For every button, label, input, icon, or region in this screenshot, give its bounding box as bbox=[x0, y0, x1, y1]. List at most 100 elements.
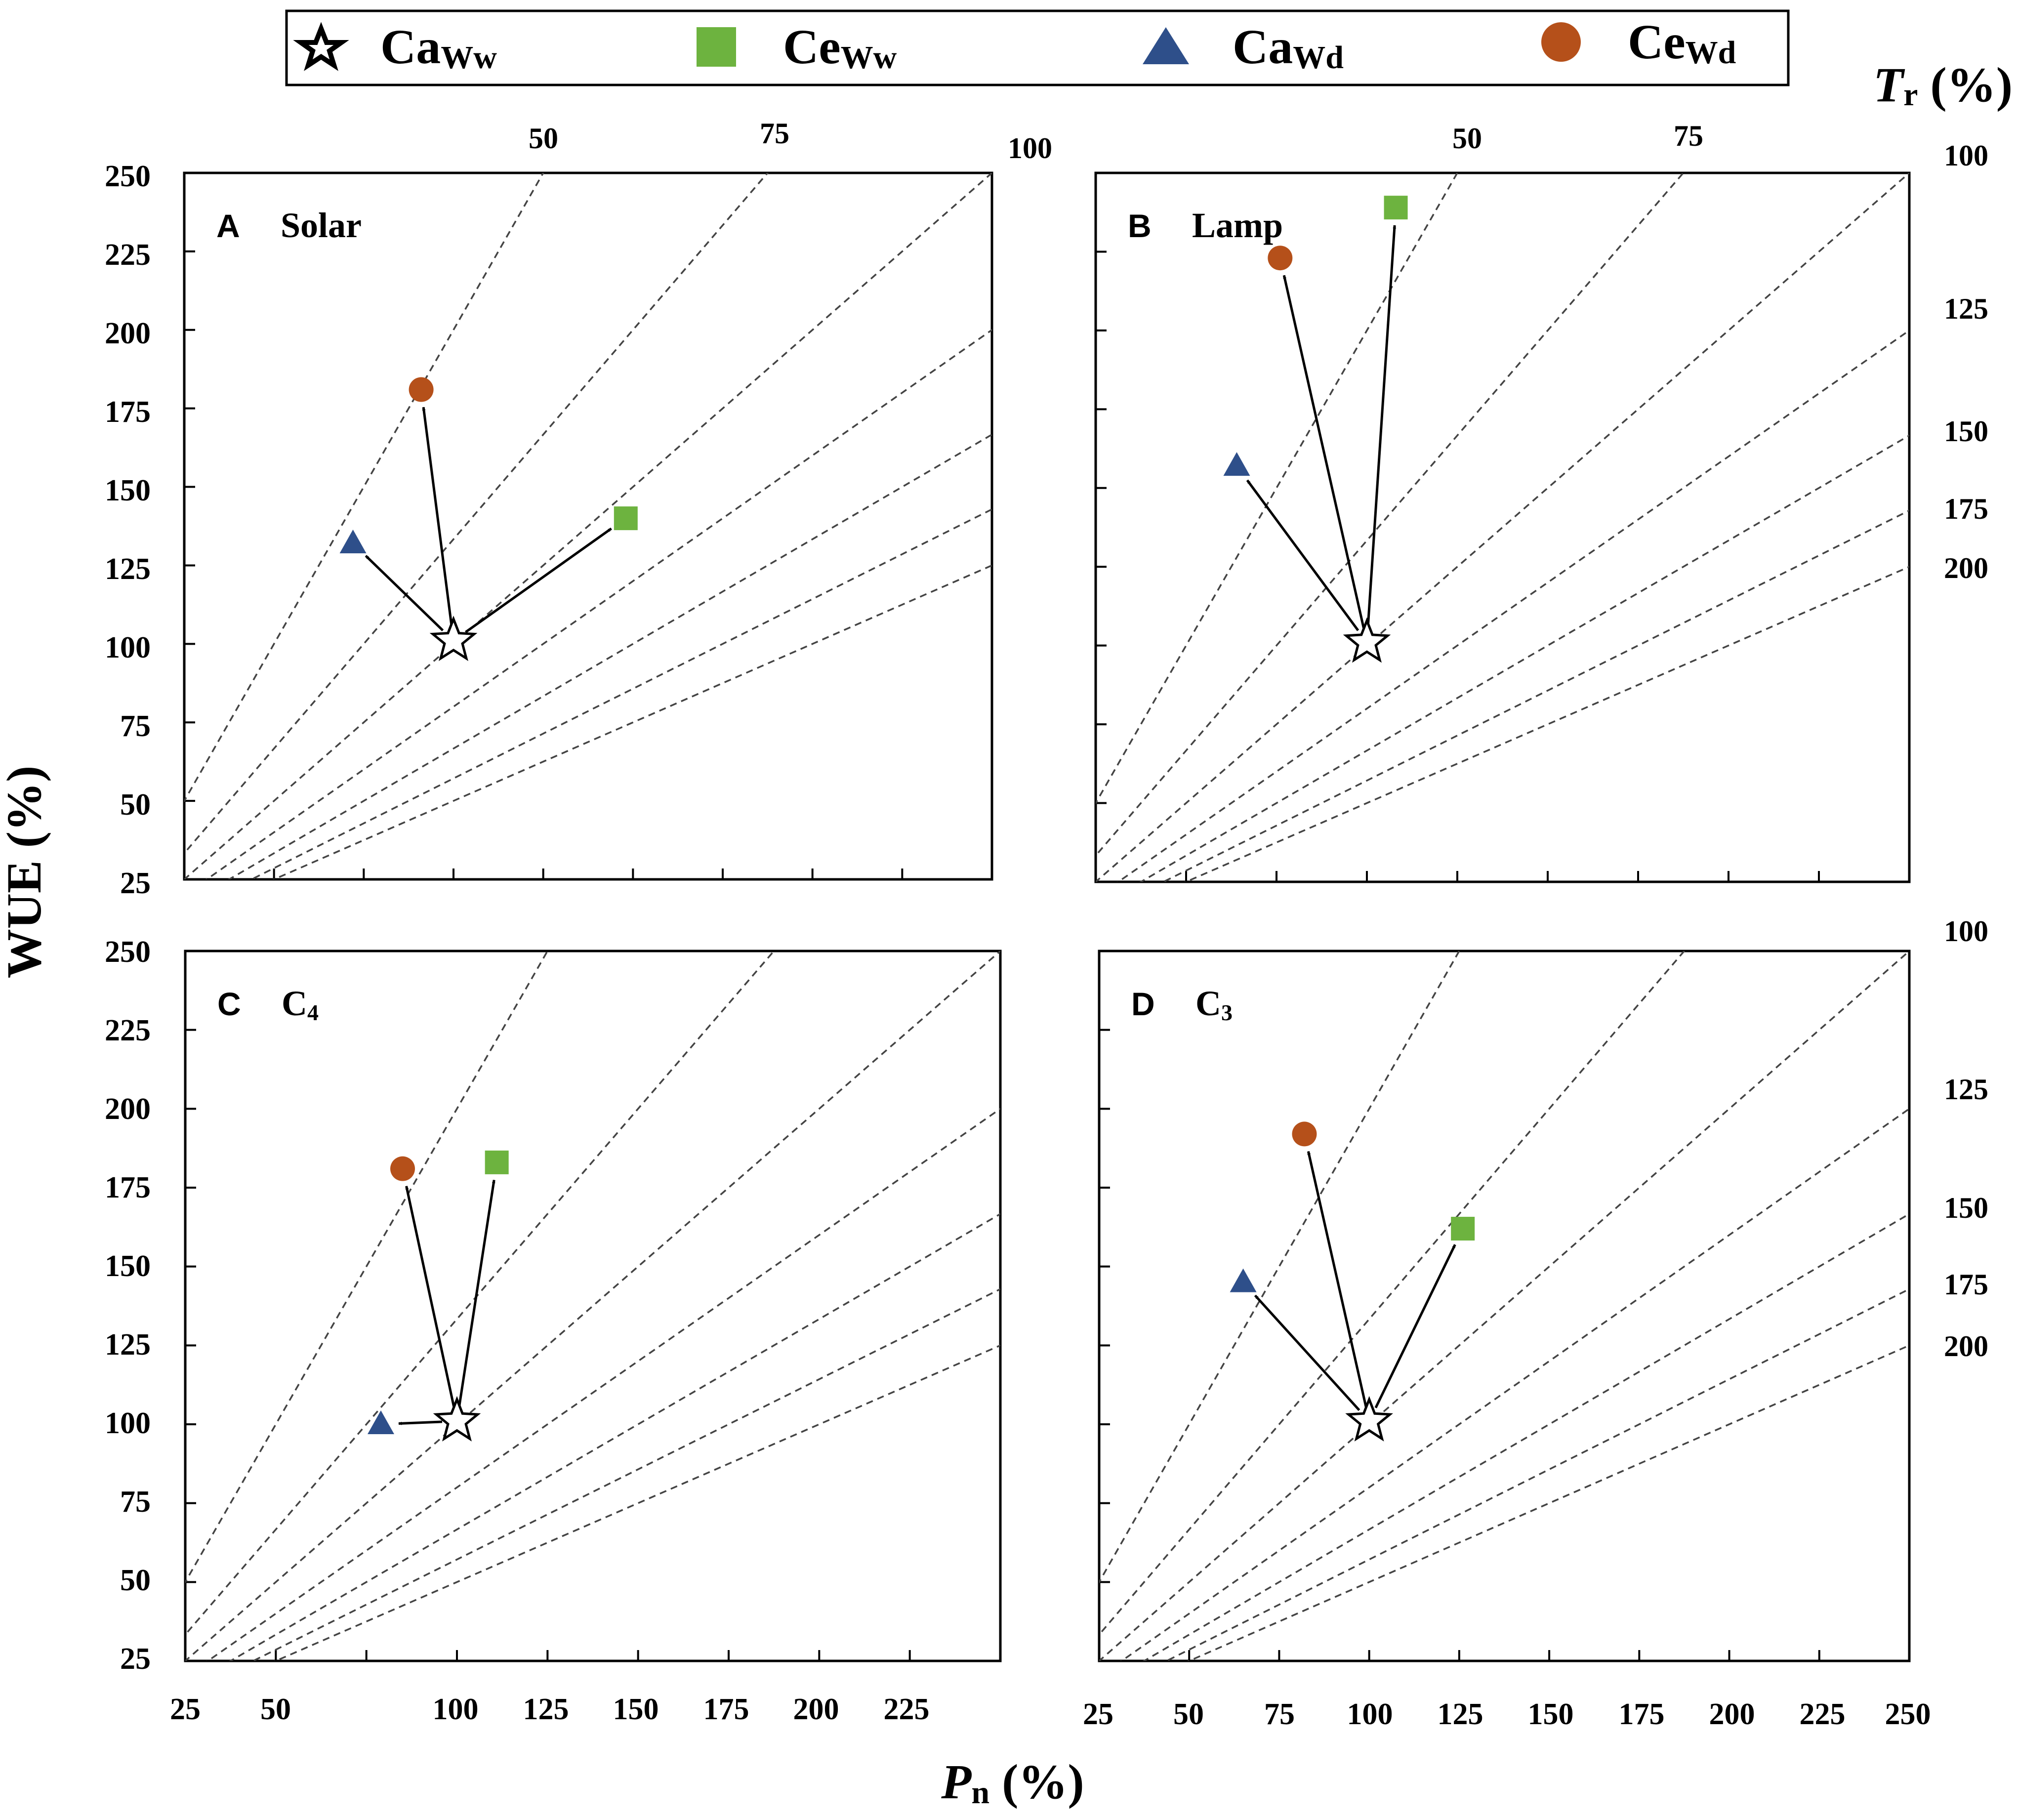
tr-line-75 bbox=[1096, 173, 1685, 857]
tr-line-50 bbox=[185, 951, 549, 1584]
y-tick-label: 225 bbox=[105, 238, 151, 272]
panel-letter: C bbox=[217, 986, 241, 1022]
legend-label-ceww-sub: Ww bbox=[841, 40, 897, 76]
y-tick-label: 200 bbox=[105, 1092, 151, 1126]
x-tick-label: 200 bbox=[1709, 1697, 1755, 1731]
tr-reference-lines bbox=[184, 173, 992, 879]
tr-line-175 bbox=[251, 1288, 1000, 1661]
legend: CaWw CeWw CaWd CeWd bbox=[285, 9, 1790, 86]
x-tick-label: 225 bbox=[884, 1693, 930, 1726]
tr-axis-title-unit: (%) bbox=[1918, 57, 2013, 112]
tr-labels-right-d: 100 125 150 175 200 bbox=[1944, 915, 1988, 1363]
legend-label-cewd-sub: Wd bbox=[1686, 35, 1736, 71]
x-axis-title-main: P bbox=[941, 1754, 972, 1809]
markers bbox=[368, 1150, 509, 1442]
y-tick-label: 175 bbox=[105, 1171, 151, 1204]
legend-square-marker bbox=[697, 27, 736, 67]
y-tick-label: 225 bbox=[105, 1014, 151, 1047]
legend-star-marker bbox=[293, 22, 349, 71]
y-tick-label: 125 bbox=[105, 1328, 151, 1362]
point-cawd bbox=[368, 1410, 394, 1434]
point-ceww bbox=[485, 1150, 509, 1174]
arrow-to-cawd bbox=[365, 555, 444, 631]
x-tick-label: 25 bbox=[1083, 1697, 1113, 1731]
arrows bbox=[365, 407, 612, 633]
tr-label: 175 bbox=[1944, 1268, 1988, 1301]
tr-label: 150 bbox=[1944, 1192, 1988, 1224]
point-cewd bbox=[1268, 246, 1293, 271]
arrow-to-ceww bbox=[458, 1179, 495, 1407]
arrow-to-cawd bbox=[398, 1420, 443, 1425]
tr-line-100 bbox=[184, 173, 992, 879]
point-cewd bbox=[409, 377, 434, 402]
tr-line-175 bbox=[1161, 509, 1909, 882]
tr-line-200 bbox=[1187, 1344, 1909, 1661]
tr-label: 50 bbox=[529, 122, 558, 155]
tr-reference-lines bbox=[1096, 173, 1909, 882]
tr-label: 150 bbox=[1944, 415, 1988, 448]
markers bbox=[339, 377, 638, 662]
panel-title: C4 bbox=[282, 984, 319, 1025]
tr-line-125 bbox=[205, 329, 992, 879]
tr-line-75 bbox=[1099, 951, 1686, 1636]
plot-frame bbox=[1098, 950, 1911, 1662]
tr-labels-top-a: 50 75 100 bbox=[529, 117, 1052, 165]
tr-label: 100 bbox=[1944, 915, 1988, 948]
y-tick-label: 25 bbox=[120, 1642, 151, 1676]
markers bbox=[1223, 196, 1408, 663]
markers bbox=[1230, 1121, 1475, 1442]
tr-label: 125 bbox=[1944, 1073, 1988, 1106]
tr-label: 100 bbox=[1944, 139, 1988, 172]
plot-frame bbox=[184, 950, 1002, 1662]
y-tick-label: 150 bbox=[105, 1249, 151, 1283]
point-caww bbox=[1343, 617, 1391, 663]
tr-reference-lines bbox=[1099, 951, 1909, 1661]
y-tick-label: 75 bbox=[120, 709, 151, 743]
y-tick-label: 100 bbox=[105, 1406, 151, 1440]
panel-a: A Solar bbox=[183, 171, 993, 881]
panel-title: Solar bbox=[281, 206, 362, 245]
svg-text:CeWd: CeWd bbox=[1628, 14, 1736, 71]
panel-title: Lamp bbox=[1192, 206, 1283, 245]
tr-line-50 bbox=[1096, 173, 1459, 805]
y-tick-label: 250 bbox=[105, 935, 151, 969]
legend-label-cawd-base: Ca bbox=[1233, 19, 1293, 74]
tr-label: 50 bbox=[1452, 122, 1482, 155]
x-tick-label: 100 bbox=[1347, 1697, 1393, 1731]
panel-b: B Lamp bbox=[1094, 171, 1911, 883]
y-tick-labels-top: 250 225 200 175 150 125 100 75 50 25 bbox=[105, 160, 151, 900]
point-caww bbox=[1345, 1396, 1394, 1442]
tr-line-75 bbox=[184, 173, 769, 855]
legend-box bbox=[285, 9, 1790, 86]
x-tick-label: 50 bbox=[1173, 1697, 1204, 1731]
point-cewd bbox=[390, 1156, 415, 1181]
legend-label-caww-base: Ca bbox=[380, 19, 441, 74]
legend-triangle-marker bbox=[1143, 27, 1189, 64]
svg-text:CaWw: CaWw bbox=[380, 19, 497, 76]
x-tick-label: 250 bbox=[1885, 1697, 1931, 1731]
arrow-to-cewd bbox=[1307, 1151, 1367, 1407]
tick-marks bbox=[184, 950, 1001, 1662]
x-tick-label: 225 bbox=[1800, 1697, 1846, 1731]
tr-line-100 bbox=[185, 951, 1000, 1661]
legend-label-cewd-base: Ce bbox=[1628, 14, 1686, 69]
tr-reference-lines bbox=[185, 951, 1000, 1661]
legend-item-ceww: CeWw bbox=[697, 19, 897, 76]
tr-line-200 bbox=[272, 564, 992, 879]
x-tick-label: 175 bbox=[703, 1693, 749, 1726]
arrow-to-ceww bbox=[1374, 1244, 1456, 1408]
x-tick-label: 125 bbox=[523, 1693, 569, 1726]
svg-text:CaWd: CaWd bbox=[1233, 19, 1344, 76]
point-cawd bbox=[1230, 1268, 1257, 1292]
panel-d: D C3 bbox=[1098, 950, 1911, 1662]
tr-line-150 bbox=[1139, 434, 1909, 882]
tr-label: 75 bbox=[1674, 120, 1703, 152]
tr-label: 125 bbox=[1944, 292, 1988, 325]
panels: A Solar B Lamp C C4 D C3 bbox=[183, 171, 1911, 1662]
legend-item-caww: CaWw bbox=[293, 19, 497, 76]
tr-line-125 bbox=[1120, 1108, 1909, 1661]
arrows bbox=[1254, 1151, 1456, 1411]
point-cawd bbox=[1223, 452, 1250, 476]
tick-marks bbox=[1098, 950, 1910, 1662]
arrow-to-ceww bbox=[1366, 225, 1397, 628]
